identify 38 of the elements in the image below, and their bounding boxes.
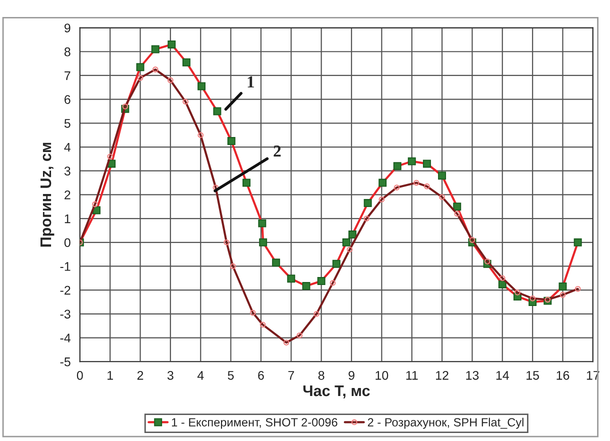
x-tick-label: 2 bbox=[137, 370, 144, 380]
x-axis-title: Час T, мс bbox=[303, 386, 370, 398]
x-tick-label: 14 bbox=[496, 371, 509, 380]
y-tick-label: 8 bbox=[64, 47, 70, 56]
x-tick-label: 7 bbox=[288, 371, 294, 380]
y-tick-label: -1 bbox=[60, 262, 70, 271]
y-tick-label: -3 bbox=[60, 310, 70, 319]
y-tick-label: 1 bbox=[64, 214, 70, 224]
x-tick-label: 9 bbox=[348, 370, 354, 380]
x-tick-label: 15 bbox=[526, 371, 539, 380]
y-tick-label: 6 bbox=[64, 95, 70, 104]
y-tick-label: 0 bbox=[64, 238, 70, 248]
y-tick-label: 5 bbox=[64, 119, 70, 128]
y-tick-label: -4 bbox=[60, 334, 71, 342]
y-tick-label: 9 bbox=[64, 24, 70, 32]
x-tick-label: 12 bbox=[436, 370, 448, 380]
y-tick-label: 7 bbox=[64, 71, 70, 80]
annotation: 2 bbox=[274, 146, 281, 157]
x-tick-label: 6 bbox=[258, 370, 264, 380]
x-tick-label: 3 bbox=[167, 370, 174, 380]
y-tick-label: 3 bbox=[64, 166, 70, 176]
y-tick-label: -5 bbox=[60, 358, 70, 366]
x-tick-label: 11 bbox=[406, 371, 418, 380]
x-tick-label: 13 bbox=[466, 370, 479, 380]
y-tick-label: 2 bbox=[64, 190, 70, 200]
x-tick-label: 16 bbox=[556, 370, 570, 380]
x-tick-label: 0 bbox=[76, 370, 83, 380]
annotation: 1 bbox=[248, 76, 254, 88]
legend-label: 2 - Розрахунок, SPH Flat_Cyl bbox=[368, 418, 524, 429]
y-tick-label: -2 bbox=[60, 286, 70, 295]
legend-label: 1 - Експеримент, SHOT 2-0096 bbox=[172, 418, 338, 429]
x-tick-label: 4 bbox=[197, 371, 204, 380]
x-tick-label: 1 bbox=[108, 371, 113, 380]
y-tick-label: 4 bbox=[64, 142, 71, 152]
x-tick-label: 8 bbox=[318, 370, 324, 380]
x-tick-label: 5 bbox=[228, 371, 234, 380]
y-axis-title: Прогин Uz, см bbox=[40, 142, 54, 247]
x-tick-label: 10 bbox=[376, 370, 388, 380]
